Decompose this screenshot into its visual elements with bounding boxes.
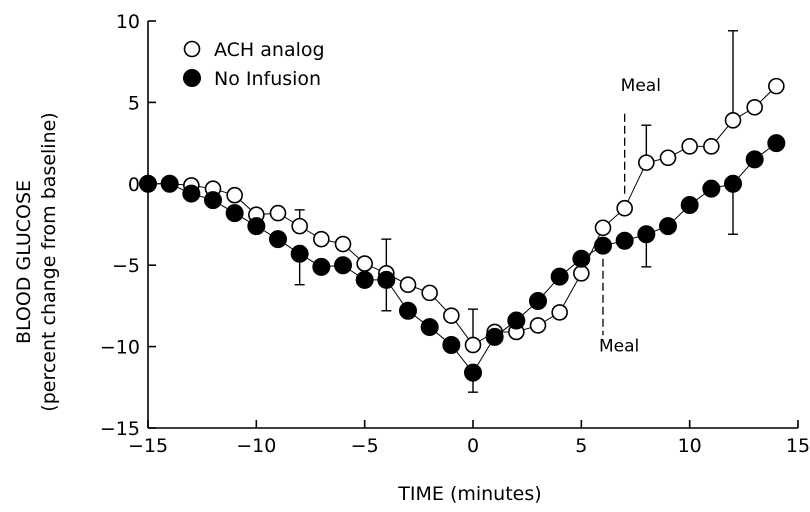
- x-tick-label: 10: [678, 435, 702, 457]
- data-point-open: [681, 138, 698, 155]
- data-point-filled: [269, 230, 287, 249]
- data-point-open: [334, 235, 352, 253]
- data-point-filled: [594, 236, 612, 255]
- data-point-open: [421, 284, 438, 302]
- data-point-open: [399, 276, 417, 294]
- x-tick-label: −10: [236, 435, 276, 457]
- x-tick-label: −5: [351, 435, 379, 457]
- data-point-open: [616, 199, 633, 217]
- data-point-filled: [204, 191, 222, 210]
- data-point-open: [529, 317, 547, 334]
- data-point-open: [703, 138, 720, 155]
- y-tick-label: −5: [112, 255, 140, 277]
- legend-marker-open-circle: [183, 40, 201, 58]
- y-tick-label: 0: [128, 174, 140, 196]
- y-tick-label: 5: [128, 92, 140, 114]
- x-tick-label: 5: [575, 435, 587, 457]
- x-tick-label: 15: [786, 435, 810, 457]
- data-point-open: [291, 217, 308, 235]
- legend-label: No Infusion: [214, 68, 321, 90]
- data-point-open: [659, 149, 677, 167]
- data-point-open: [313, 230, 330, 248]
- data-point-filled: [702, 179, 721, 198]
- data-point-filled: [420, 318, 439, 337]
- legend: ACH analog No Infusion: [183, 39, 325, 90]
- annotations: Meal Meal: [599, 76, 661, 356]
- data-point-open: [443, 307, 460, 324]
- data-point-filled: [182, 184, 201, 203]
- data-point-filled: [637, 225, 656, 244]
- data-point-filled: [355, 270, 374, 289]
- data-point-open: [768, 77, 785, 95]
- data-point-filled: [247, 217, 266, 236]
- data-point-open: [226, 186, 243, 204]
- data-point-filled: [160, 174, 179, 193]
- data-point-filled: [745, 150, 764, 169]
- data-point-open: [638, 154, 655, 171]
- data-point-filled: [312, 257, 331, 276]
- data-point-open: [724, 112, 742, 129]
- data-point-filled: [572, 249, 591, 268]
- data-point-open: [269, 204, 287, 222]
- meal-label: Meal: [621, 76, 661, 96]
- data-point-filled: [767, 134, 786, 153]
- data-point-open: [746, 98, 763, 116]
- data-point-filled: [334, 256, 352, 275]
- data-point-filled: [529, 292, 547, 311]
- data-point-filled: [377, 270, 396, 289]
- data-point-filled: [290, 244, 309, 263]
- data-point-filled: [680, 195, 699, 214]
- data-point-filled: [550, 267, 569, 286]
- data-point-filled: [615, 231, 634, 250]
- legend-marker-filled-circle: [183, 69, 201, 87]
- data-point-filled: [399, 301, 417, 320]
- series-no-infusion: [139, 134, 786, 382]
- y-tick-label: 10: [116, 11, 140, 33]
- series-line: [148, 142, 777, 374]
- data-point-filled: [507, 311, 526, 330]
- data-point-open: [594, 219, 612, 237]
- data-series: [139, 77, 786, 382]
- data-point-open: [573, 265, 590, 282]
- y-axis-title: BLOOD GLUCOSE: [13, 180, 35, 344]
- data-point-filled: [659, 217, 677, 236]
- y-axis-ticks: −15 −10 −5 0 5 10: [100, 11, 156, 440]
- y-axis-subtitle: (percent change from baseline): [38, 112, 60, 411]
- data-point-filled: [464, 363, 482, 382]
- x-tick-label: 0: [467, 435, 479, 457]
- meal-label: Meal: [599, 336, 639, 356]
- data-point-filled: [225, 204, 244, 223]
- data-point-filled: [442, 335, 461, 354]
- y-tick-label: −10: [100, 337, 140, 359]
- x-axis-ticks: −15 −10 −5 0 5 10 15: [128, 420, 810, 457]
- data-point-open: [464, 336, 482, 354]
- data-point-open: [356, 255, 373, 272]
- data-point-filled: [485, 327, 504, 346]
- data-point-filled: [139, 174, 157, 193]
- x-axis-title: TIME (minutes): [397, 483, 541, 505]
- data-point-open: [551, 304, 568, 321]
- y-tick-label: −15: [100, 418, 140, 440]
- legend-label: ACH analog: [214, 39, 325, 61]
- data-point-filled: [724, 174, 742, 193]
- x-tick-label: −15: [128, 435, 168, 457]
